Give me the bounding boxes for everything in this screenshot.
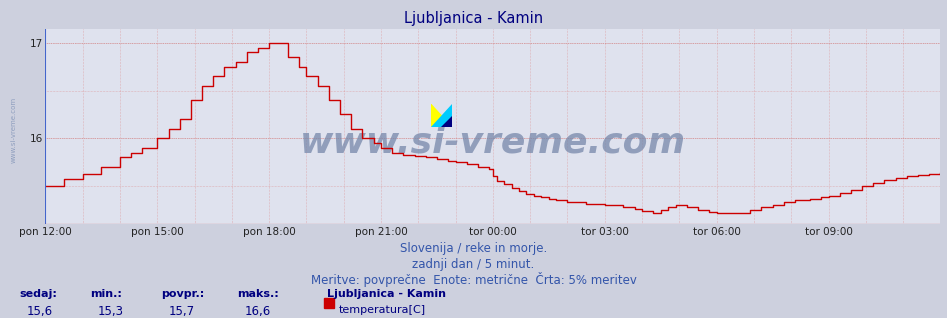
Polygon shape — [441, 116, 452, 127]
Text: 16,6: 16,6 — [244, 305, 271, 318]
Text: 15,7: 15,7 — [169, 305, 195, 318]
Polygon shape — [431, 104, 452, 127]
Text: www.si-vreme.com: www.si-vreme.com — [10, 97, 16, 163]
Text: min.:: min.: — [90, 289, 122, 299]
Polygon shape — [431, 104, 452, 127]
Text: Slovenija / reke in morje.: Slovenija / reke in morje. — [400, 242, 547, 255]
Text: maks.:: maks.: — [237, 289, 278, 299]
Text: Ljubljanica - Kamin: Ljubljanica - Kamin — [404, 11, 543, 26]
Text: zadnji dan / 5 minut.: zadnji dan / 5 minut. — [412, 258, 535, 271]
Text: www.si-vreme.com: www.si-vreme.com — [300, 125, 686, 159]
Text: temperatura[C]: temperatura[C] — [339, 305, 426, 315]
Text: Meritve: povprečne  Enote: metrične  Črta: 5% meritev: Meritve: povprečne Enote: metrične Črta:… — [311, 272, 636, 287]
Text: Ljubljanica - Kamin: Ljubljanica - Kamin — [327, 289, 446, 299]
Text: 15,6: 15,6 — [27, 305, 53, 318]
Text: sedaj:: sedaj: — [19, 289, 57, 299]
Text: 15,3: 15,3 — [98, 305, 123, 318]
Text: povpr.:: povpr.: — [161, 289, 205, 299]
